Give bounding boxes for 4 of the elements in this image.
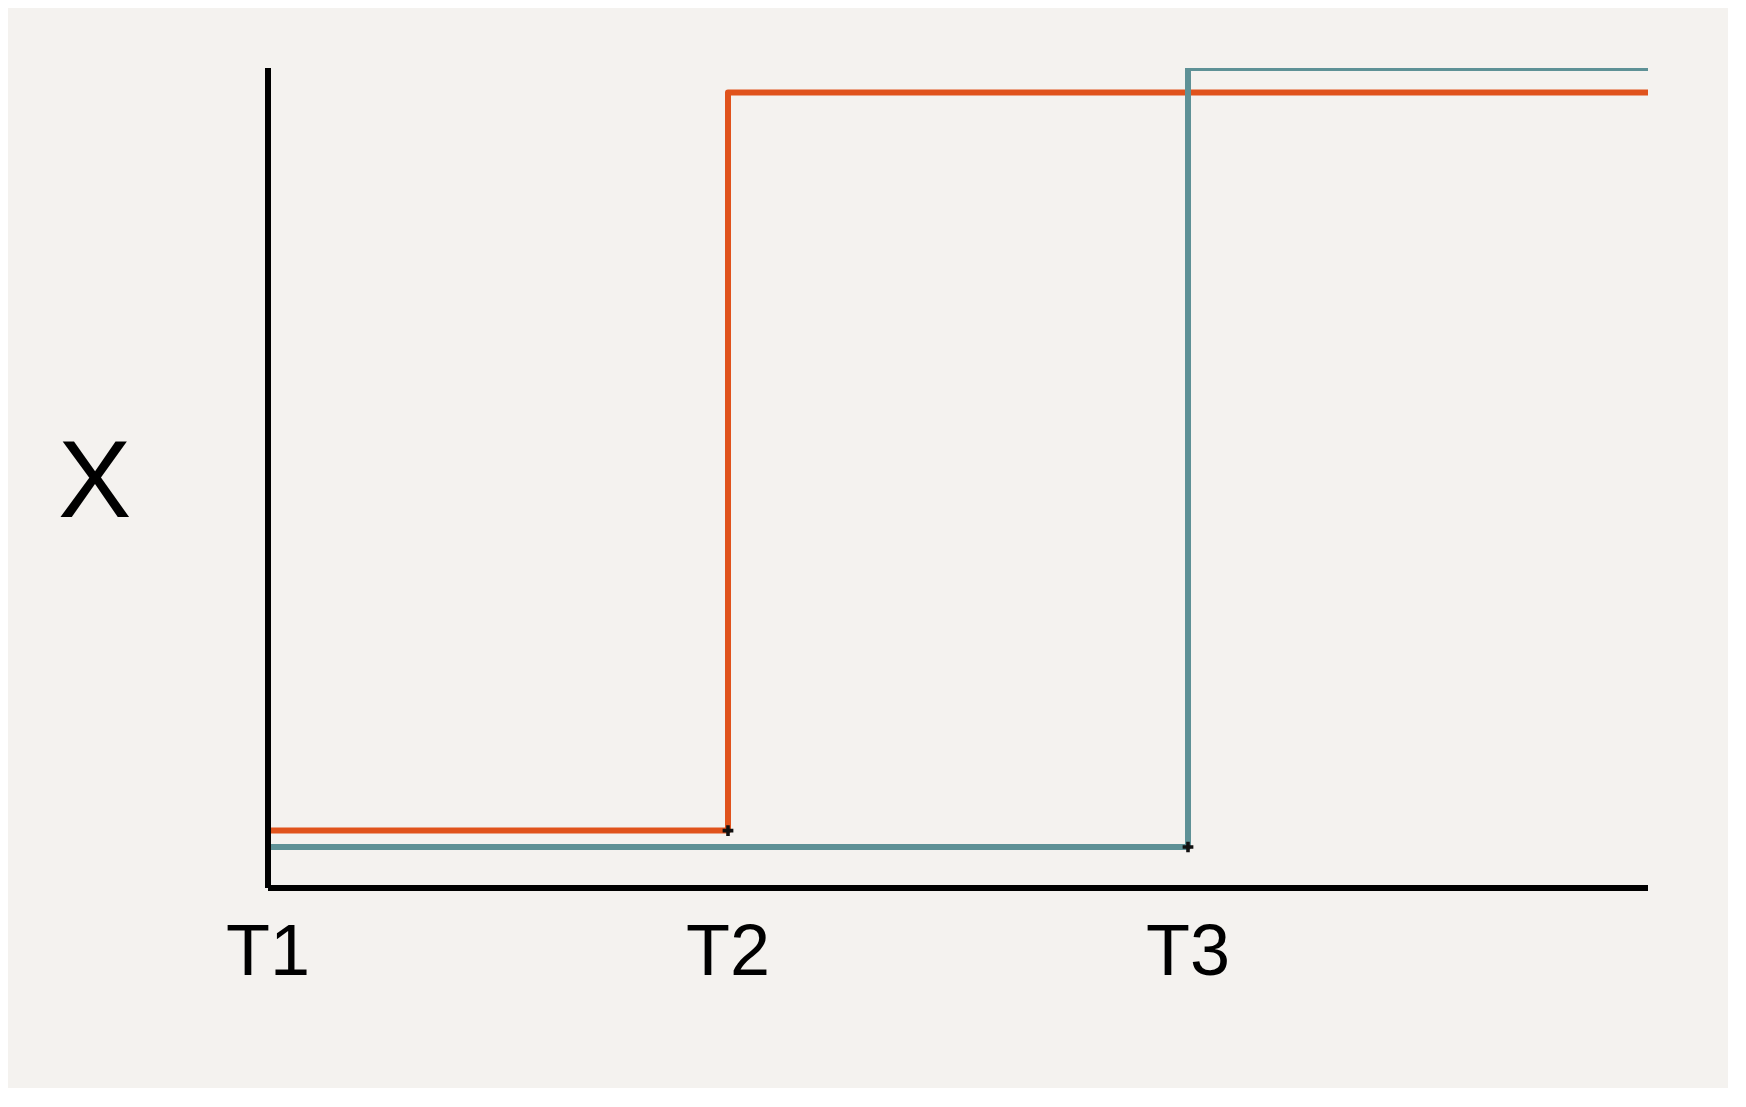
x-tick-label: T2	[685, 910, 771, 991]
x-tick-label: T3	[1145, 910, 1231, 991]
y-axis-title: X	[58, 417, 132, 541]
x-tick-label: T1	[225, 910, 311, 991]
